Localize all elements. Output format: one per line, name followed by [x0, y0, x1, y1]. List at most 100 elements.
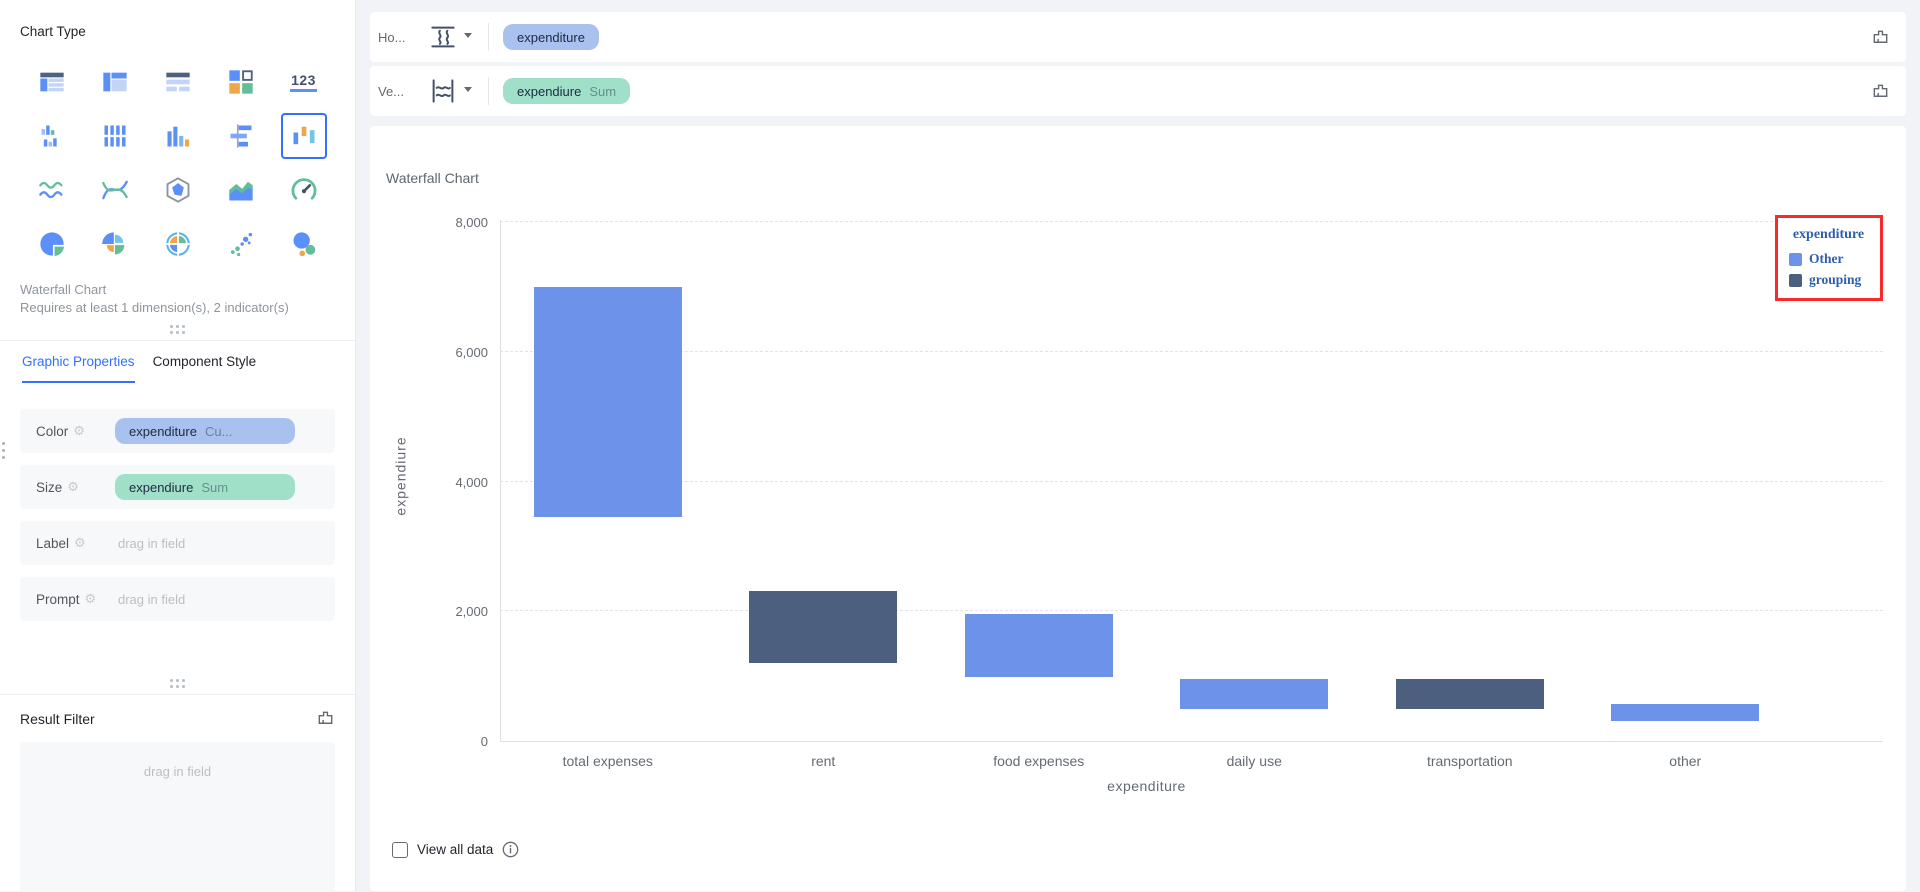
- panel-resize-handle[interactable]: [2, 442, 5, 459]
- chart-type-bubble-icon[interactable]: [281, 221, 327, 267]
- gear-icon[interactable]: ⚙: [84, 591, 97, 606]
- chart-title: Waterfall Chart: [386, 170, 479, 186]
- chart-type-heading: Chart Type: [20, 24, 86, 39]
- measure-axis-icon[interactable]: [428, 76, 458, 106]
- chart-type-stacked-line-icon[interactable]: [29, 167, 75, 213]
- drop-zone-placeholder[interactable]: drag in field: [118, 591, 186, 607]
- waterfall-bar-other: [1611, 703, 1760, 722]
- prompt-property-row: Prompt ⚙ drag in field: [20, 577, 335, 621]
- chart-type-grouped-bar-icon[interactable]: [29, 113, 75, 159]
- info-icon[interactable]: [502, 841, 519, 858]
- y-axis-tick-label: 6,000: [455, 344, 488, 360]
- chart-type-detail-table-icon[interactable]: [92, 59, 138, 105]
- divider: [0, 340, 355, 341]
- legend-item-other[interactable]: Other: [1789, 251, 1868, 267]
- chart-type-rose-pie-icon[interactable]: [92, 221, 138, 267]
- y-axis-tick-label: 2,000: [455, 604, 488, 620]
- properties-tabs: Graphic Properties Component Style: [0, 341, 355, 383]
- chart-type-gauge-icon[interactable]: [281, 167, 327, 213]
- chart-type-indicator-icon[interactable]: 123: [281, 59, 327, 105]
- color-label: Color: [36, 423, 69, 439]
- six-dot-handle[interactable]: [166, 679, 190, 688]
- view-all-data-checkbox[interactable]: [392, 841, 408, 858]
- x-axis-category-label: food expenses: [993, 753, 1085, 769]
- waterfall-bar-rent: [749, 591, 898, 664]
- result-filter-title: Result Filter: [20, 710, 95, 727]
- y-axis-tick-label: 4,000: [455, 474, 488, 490]
- gridline-8000: [500, 220, 1883, 222]
- horizontal-axis-label: Ho...: [378, 29, 406, 45]
- tab-component-style[interactable]: Component Style: [152, 353, 257, 369]
- chart-legend-highlighted: expenditure Other grouping: [1775, 215, 1883, 301]
- view-all-data-label: View all data: [417, 842, 494, 857]
- chart-type-line-icon[interactable]: [92, 167, 138, 213]
- brush-icon[interactable]: [1871, 28, 1890, 47]
- caret-down-icon[interactable]: [464, 86, 472, 92]
- graphic-properties-panel: Color ⚙ expenditure Cu... Size ⚙ expendi…: [0, 409, 355, 621]
- gear-icon[interactable]: ⚙: [67, 479, 79, 494]
- chart-preview-card: Waterfall Chart expendiure 0 2,000 4,000 6,…: [370, 126, 1906, 891]
- vertical-axis-field-pill[interactable]: expendiure Sum: [503, 78, 631, 104]
- y-axis-tick-label: 0: [480, 734, 488, 749]
- gridline-2000: [500, 610, 1883, 612]
- drop-zone-placeholder: drag in field: [143, 764, 212, 779]
- waterfall-bar-daily-use: [1180, 678, 1329, 709]
- gridline-6000: [500, 350, 1883, 352]
- waterfall-bar-food-expenses: [964, 613, 1113, 678]
- chart-type-scatter-icon[interactable]: [218, 221, 264, 267]
- size-field-pill[interactable]: expendiure Sum: [115, 474, 295, 500]
- horizontal-axis-field-pill[interactable]: expenditure: [503, 24, 599, 50]
- chart-type-waterfall-icon[interactable]: [280, 113, 327, 159]
- chart-type-stacked-bar-icon[interactable]: [92, 113, 138, 159]
- brush-icon[interactable]: [1871, 82, 1890, 101]
- pill-aggregation: Sum: [201, 479, 229, 495]
- gear-icon[interactable]: ⚙: [73, 423, 85, 438]
- tab-graphic-properties[interactable]: Graphic Properties: [22, 341, 135, 383]
- legend-swatch: [1789, 273, 1802, 287]
- legend-item-grouping[interactable]: grouping: [1789, 272, 1868, 288]
- size-property-row: Size ⚙ expendiure Sum: [20, 465, 335, 509]
- prompt-label: Prompt: [36, 591, 80, 607]
- waterfall-bar-total-expenses: [533, 286, 682, 518]
- gridline-4000: [500, 480, 1883, 482]
- six-dot-handle[interactable]: [166, 325, 190, 334]
- pill-field-name: expenditure: [129, 423, 197, 439]
- color-field-pill[interactable]: expenditure Cu...: [115, 418, 295, 444]
- legend-label: Other: [1809, 251, 1844, 266]
- y-axis-tick-label: 8,000: [455, 214, 488, 230]
- drop-zone-placeholder[interactable]: drag in field: [118, 535, 186, 551]
- plot-area: 0 2,000 4,000 6,000 8,000 total expenses rent f…: [455, 210, 1883, 769]
- color-property-row: Color ⚙ expenditure Cu...: [20, 409, 335, 453]
- brush-icon[interactable]: [316, 709, 335, 728]
- pill-field-name: expendiure: [517, 83, 582, 99]
- chart-type-summary-table-icon[interactable]: [155, 59, 201, 105]
- selected-chart-description: Waterfall Chart Requires at least 1 dime…: [20, 281, 320, 317]
- horizontal-axis-shelf: Ho... expenditure: [370, 12, 1906, 62]
- x-axis-title: expenditure: [1107, 778, 1186, 794]
- dimension-axis-icon[interactable]: [428, 22, 458, 52]
- chart-type-area-icon[interactable]: [218, 167, 264, 213]
- divider: [488, 77, 489, 105]
- divider: [0, 694, 355, 695]
- caret-down-icon[interactable]: [464, 32, 472, 38]
- chart-type-pivot-table-icon[interactable]: [218, 59, 264, 105]
- selected-chart-requirement: Requires at least 1 dimension(s), 2 indi…: [20, 300, 289, 315]
- chart-type-grid: 123: [20, 55, 335, 271]
- vertical-axis-shelf: Ve... expendiure Sum: [370, 66, 1906, 116]
- chart-type-bar-icon[interactable]: [155, 113, 201, 159]
- legend-title: expenditure: [1792, 227, 1865, 242]
- x-axis-category-label: transportation: [1426, 753, 1513, 769]
- waterfall-bar-transportation: [1395, 678, 1544, 710]
- legend-label: grouping: [1809, 272, 1862, 287]
- chart-type-polar-icon[interactable]: [155, 221, 201, 267]
- gear-icon[interactable]: ⚙: [74, 535, 86, 550]
- chart-type-table-icon[interactable]: [29, 59, 75, 105]
- x-axis-category-label: other: [1669, 753, 1702, 769]
- view-all-data-row: View all data: [392, 841, 519, 858]
- pill-aggregation: Sum: [589, 83, 617, 99]
- chart-type-horizontal-bar-icon[interactable]: [218, 113, 264, 159]
- chart-type-pie-icon[interactable]: [29, 221, 75, 267]
- result-filter-drop-zone[interactable]: drag in field: [20, 742, 335, 892]
- chart-type-radar-icon[interactable]: [155, 167, 201, 213]
- label-label: Label: [36, 535, 70, 551]
